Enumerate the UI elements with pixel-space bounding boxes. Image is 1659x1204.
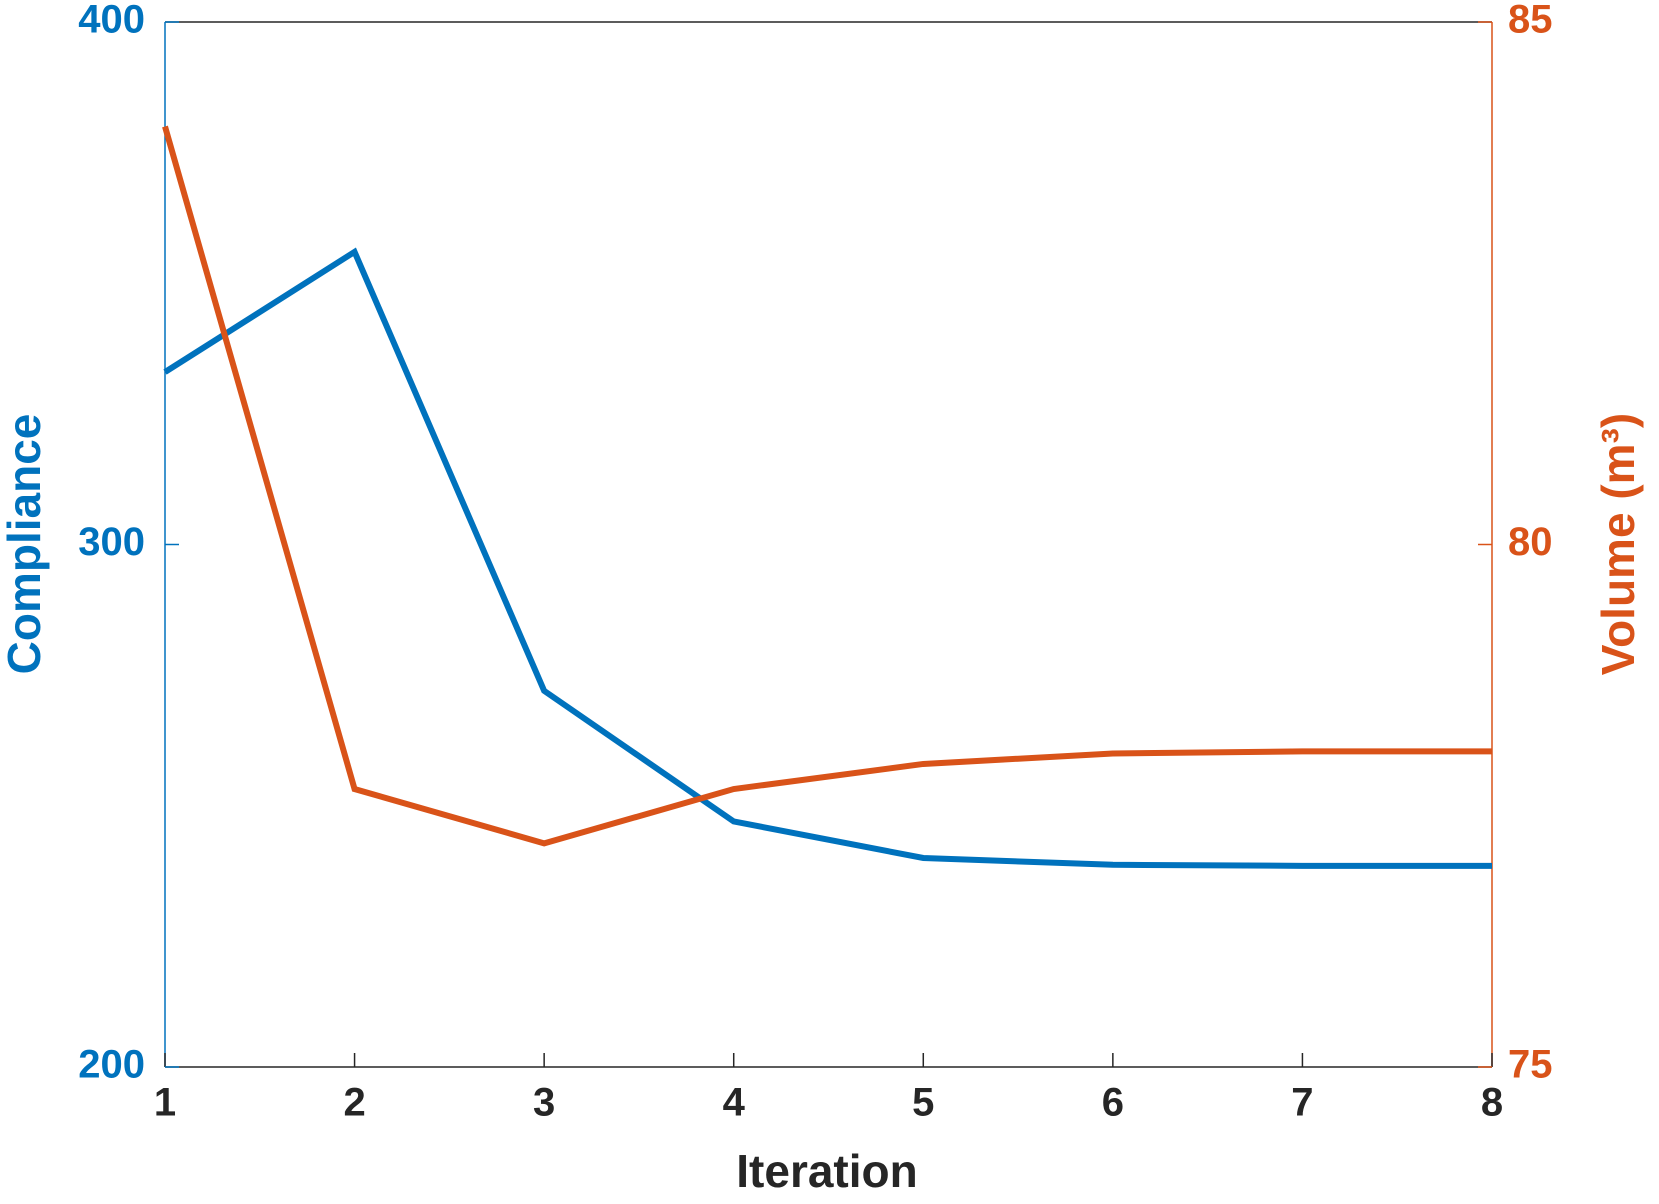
x-axis-label: Iteration <box>736 1145 917 1197</box>
x-tick-label: 4 <box>723 1081 746 1125</box>
x-tick-label: 5 <box>912 1081 934 1125</box>
x-tick-label: 7 <box>1291 1081 1313 1125</box>
y-axis-label: Compliance <box>0 414 50 675</box>
x-tick-label: 2 <box>343 1081 365 1125</box>
y2-tick-label: 80 <box>1508 520 1553 564</box>
data-line <box>163 247 1492 869</box>
y2-tick-label: 85 <box>1508 0 1553 42</box>
data-line <box>162 125 1492 847</box>
y2-tick-label: 75 <box>1508 1043 1553 1087</box>
y-tick-label: 300 <box>78 520 145 564</box>
x-tick-label: 1 <box>154 1081 176 1125</box>
y2-axis-label: Volume (m³) <box>1592 413 1644 675</box>
y-tick-label: 200 <box>78 1043 145 1087</box>
x-tick-label: 8 <box>1481 1081 1503 1125</box>
y-tick-label: 400 <box>78 0 145 42</box>
x-tick-label: 6 <box>1102 1081 1124 1125</box>
x-tick-label: 3 <box>533 1081 555 1125</box>
